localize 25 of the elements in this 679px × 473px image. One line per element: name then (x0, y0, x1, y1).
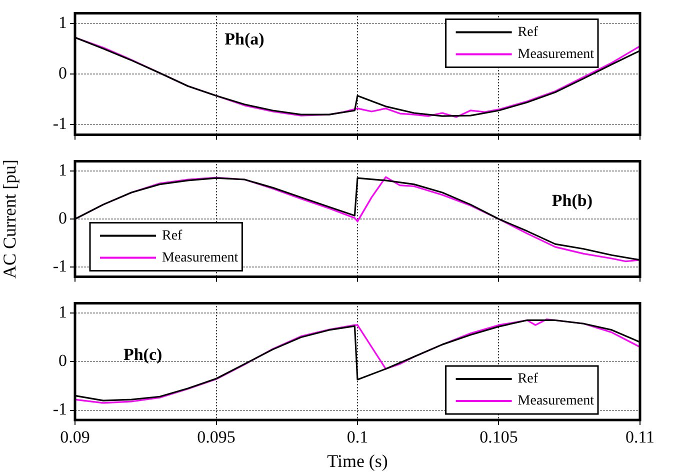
y-tick-label: 1 (58, 302, 67, 322)
annotation: Ph(c) (123, 345, 162, 364)
x-tick-label: 0.1 (346, 428, 368, 447)
x-tick-label: 0.11 (625, 428, 655, 447)
legend-label: Measurement (518, 394, 594, 409)
x-tick-label: 0.095 (197, 428, 236, 447)
y-tick-label: -1 (52, 114, 67, 134)
x-axis-title: Time (s) (327, 450, 388, 471)
legend-label: Ref (518, 24, 538, 40)
y-tick-label: 1 (58, 12, 67, 32)
legend-label: Measurement (162, 250, 238, 266)
y-tick-label: 1 (58, 160, 67, 180)
y-tick-label: 0 (58, 208, 67, 228)
y-axis-title: AC Current [pu] (0, 160, 20, 278)
legend-label: Ref (162, 228, 183, 244)
y-tick-label: 0 (58, 351, 67, 370)
legend-label: Ref (518, 372, 538, 387)
y-tick-label: -1 (52, 400, 67, 419)
annotation: Ph(a) (224, 29, 264, 48)
y-tick-label: -1 (52, 256, 67, 276)
annotation: Ph(b) (552, 191, 593, 210)
x-tick-label: 0.09 (60, 428, 90, 447)
y-tick-label: 0 (58, 63, 67, 82)
legend-label: Measurement (518, 46, 594, 62)
x-tick-label: 0.105 (480, 428, 518, 447)
